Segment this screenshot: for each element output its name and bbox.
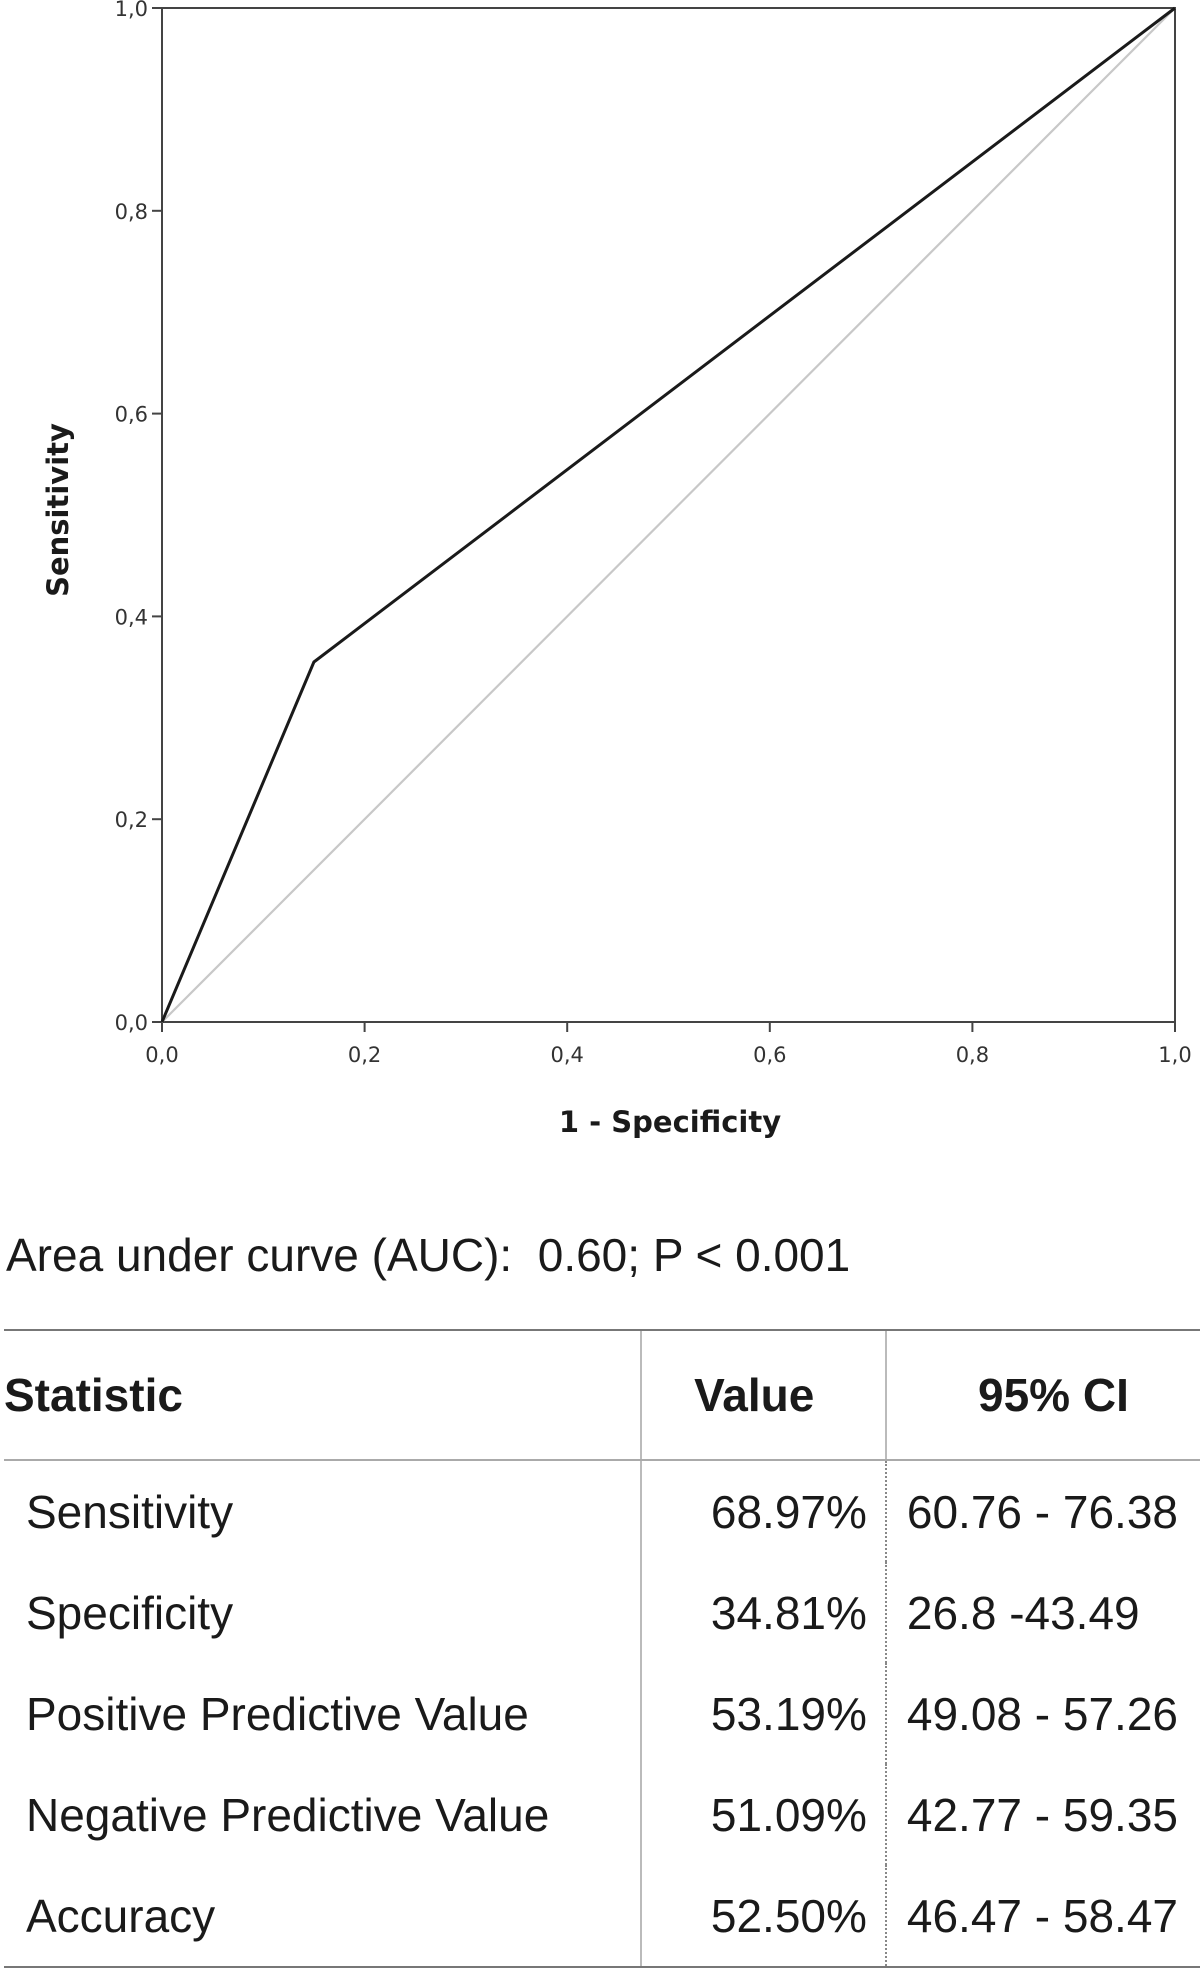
- statistics-table: Statistic Value 95% CI Sensitivity 68.97…: [4, 1329, 1200, 1968]
- cell-value: 68.97%: [639, 1460, 886, 1562]
- reference-diagonal-line: [161, 7, 1176, 1023]
- table-row: Sensitivity 68.97% 60.76 - 76.38: [4, 1460, 1200, 1562]
- plot-area-frame: [161, 7, 1176, 1023]
- y-tick-label: 0,0: [115, 1011, 148, 1035]
- axis-ticks: 0,0 0,2 0,4 0,6 0,8 1,0 0,0 0,2 0,4 0,6 0,8 1,0: [115, 0, 1192, 1067]
- cell-value: 51.09%: [639, 1764, 886, 1865]
- cell-ci: 42.77 - 59.35: [884, 1764, 1200, 1865]
- y-tick-label: 0,8: [115, 200, 148, 224]
- cell-value: 34.81%: [639, 1562, 886, 1663]
- x-tick-label: 0,4: [550, 1043, 583, 1067]
- x-tick-label: 1,0: [1158, 1043, 1191, 1067]
- x-tick-label: 0,8: [956, 1043, 989, 1067]
- y-tick-label: 1,0: [115, 0, 148, 21]
- roc-chart: 0,0 0,2 0,4 0,6 0,8 1,0 0,0 0,2 0,4 0,6 0,8 1,0 Sen…: [41, 0, 1192, 1139]
- cell-statistic: Accuracy: [4, 1865, 641, 1968]
- cell-statistic: Negative Predictive Value: [26, 1788, 550, 1841]
- header-statistic: Statistic: [4, 1329, 641, 1461]
- x-tick-label: 0,6: [753, 1043, 786, 1067]
- table-row: Accuracy 52.50% 46.47 - 58.47: [4, 1865, 1200, 1968]
- y-axis-title: Sensitivity: [41, 423, 75, 597]
- x-axis-title: 1 - Specificity: [559, 1105, 781, 1139]
- cell-value: 52.50%: [639, 1865, 886, 1968]
- y-tick-label: 0,4: [115, 605, 148, 629]
- cell-statistic: Specificity: [26, 1586, 234, 1639]
- y-tick-label: 0,6: [115, 403, 148, 427]
- cell-value: 53.19%: [639, 1663, 886, 1764]
- plot-frame: [161, 7, 1176, 1023]
- cell-statistic: Positive Predictive Value: [26, 1687, 529, 1740]
- table-row: Positive Predictive Value 53.19% 49.08 -…: [4, 1663, 1200, 1764]
- cell-ci: 60.76 - 76.38: [884, 1460, 1200, 1562]
- x-tick-label: 0,2: [348, 1043, 381, 1067]
- header-value: Value: [639, 1329, 886, 1461]
- cell-ci: 49.08 - 57.26: [884, 1663, 1200, 1764]
- cell-ci: 26.8 -43.49: [884, 1562, 1200, 1663]
- series-layer: [160, 6, 1176, 1023]
- cell-statistic: Sensitivity: [26, 1485, 234, 1538]
- table-header-row: Statistic Value 95% CI: [4, 1329, 1200, 1461]
- roc-curve-line: [160, 6, 1176, 1023]
- table-row: Negative Predictive Value 51.09% 42.77 -…: [4, 1764, 1200, 1865]
- header-ci: 95% CI: [884, 1329, 1200, 1461]
- y-tick-label: 0,2: [115, 808, 148, 832]
- auc-summary: Area under curve (AUC): 0.60; P < 0.001: [6, 1229, 851, 1281]
- x-tick-label: 0,0: [145, 1043, 178, 1067]
- cell-ci: 46.47 - 58.47: [884, 1865, 1200, 1968]
- table-row: Specificity 34.81% 26.8 -43.49: [4, 1562, 1200, 1663]
